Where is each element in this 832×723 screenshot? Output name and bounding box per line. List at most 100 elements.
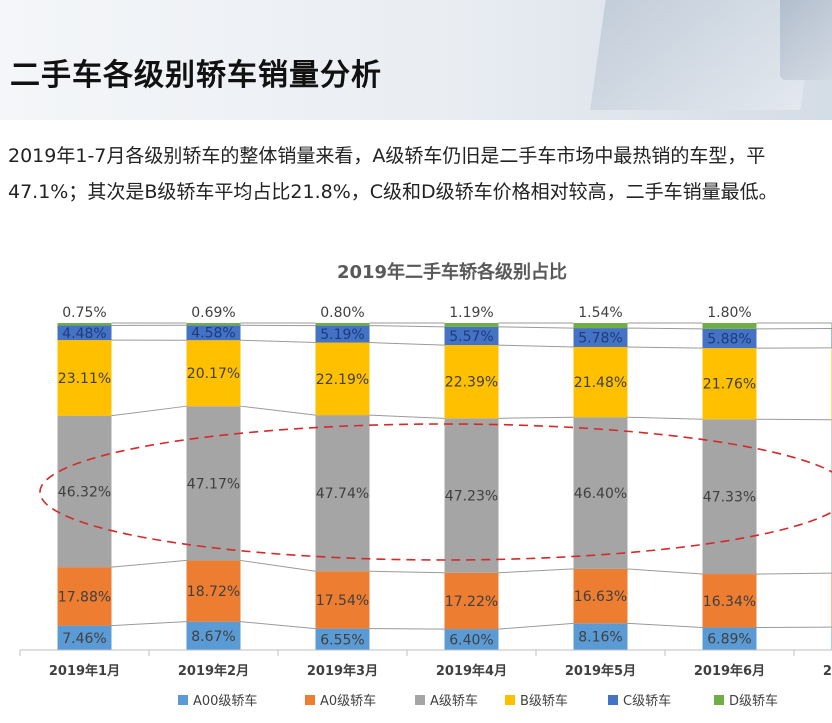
data-label: 20.17%	[187, 366, 240, 382]
data-label: 5.19%	[320, 327, 364, 343]
data-label: 22.39%	[445, 375, 498, 391]
data-label: 47.23%	[445, 489, 498, 505]
series-connector-line	[111, 405, 187, 417]
data-label: 8.67%	[191, 629, 235, 645]
series-connector-line	[111, 559, 187, 568]
data-label: 46.32%	[58, 484, 111, 500]
data-label: 4.48%	[62, 326, 106, 342]
bar-segment	[573, 568, 628, 624]
stacked-bar-chart: 2019年二手车轿各级别占比 7.46% 17.88% 46.32% 23.11% 4.4…	[19, 261, 832, 709]
data-label: 1.54%	[578, 305, 622, 321]
series-connector-line	[240, 621, 316, 630]
bar-segment	[315, 628, 370, 650]
bar-segment	[444, 345, 499, 419]
data-label: 17.22%	[445, 594, 498, 610]
bar-segment	[57, 567, 112, 626]
data-label: 0.75%	[62, 305, 106, 321]
data-label: 6.89%	[707, 632, 751, 648]
legend-swatch	[714, 695, 724, 705]
banner-decoration-2	[780, 0, 832, 80]
bar-segment	[315, 415, 370, 572]
legend-label: A00级轿车	[193, 693, 257, 709]
series-connector-line	[756, 418, 832, 421]
legend-label: A0级轿车	[320, 693, 376, 709]
series-connector-line	[627, 568, 703, 575]
bar-segment	[702, 574, 757, 628]
legend-swatch	[608, 695, 618, 705]
data-label: 0.80%	[320, 305, 364, 321]
x-tick-label: 2019年5月	[565, 663, 636, 679]
legend-swatch	[505, 695, 515, 705]
bar-segment	[444, 572, 499, 630]
series-connector-line	[111, 621, 187, 627]
bar-segment	[444, 326, 499, 346]
series-connector-line	[369, 342, 445, 346]
bar-segment	[444, 323, 499, 327]
bar-segment	[702, 328, 757, 349]
legend-label: A级轿车	[430, 693, 478, 709]
series-connector-line	[240, 559, 316, 572]
series-connector-line	[498, 622, 574, 630]
bar-segment	[444, 418, 499, 573]
bar-segment	[57, 415, 112, 568]
x-tick-label: 2019年4月	[436, 663, 507, 679]
data-label: 4.58%	[191, 326, 235, 342]
bar-segment	[57, 340, 112, 416]
series-connector-line	[240, 405, 316, 416]
legend-label: B级轿车	[520, 693, 568, 709]
bar-segment	[186, 621, 241, 650]
x-tick-label: 2019年2月	[178, 663, 249, 679]
highlight-ellipse	[39, 423, 832, 561]
data-label: 6.40%	[449, 633, 493, 649]
intro-line-1: 2019年1-7月各级别轿车的整体销量来看，A级轿车仍旧是二手车市场中最热销的车…	[8, 145, 766, 167]
data-label: 18.72%	[187, 584, 240, 600]
x-tick-label: 2019年7月	[823, 663, 832, 679]
bar-segment	[444, 629, 499, 650]
data-label: 21.48%	[574, 375, 627, 391]
series-connector-line	[627, 327, 703, 330]
bar-segment	[57, 323, 112, 326]
data-label: 21.76%	[703, 377, 756, 393]
chart-title: 2019年二手车轿各级别占比	[337, 261, 567, 283]
series-connector-line	[369, 414, 445, 419]
data-label: 47.74%	[316, 486, 369, 502]
data-label: 1.19%	[449, 305, 493, 321]
series-connector-line	[627, 346, 703, 349]
bar-segment	[702, 627, 757, 650]
data-label: 17.88%	[58, 589, 111, 605]
data-label: 47.17%	[187, 476, 240, 492]
x-tick-label: 2019年3月	[307, 663, 378, 679]
bar-segment	[186, 323, 241, 326]
legend-label: D级轿车	[729, 693, 778, 709]
data-label: 16.34%	[703, 594, 756, 610]
data-label: 1.80%	[707, 305, 751, 321]
series-connector-line	[369, 325, 445, 328]
bar-segment	[186, 325, 241, 341]
legend-label: C级轿车	[623, 693, 671, 709]
intro-line-2: 47.1%；其次是B级轿车平均占比21.8%，C级和D级轿车价格相对较高，二手车…	[8, 181, 778, 203]
data-label: 47.33%	[703, 490, 756, 506]
bar-segment	[573, 323, 628, 329]
series-connector-line	[240, 339, 316, 344]
bar-segment	[186, 340, 241, 407]
intro-text: 2019年1-7月各级别轿车的整体销量来看，A级轿车仍旧是二手车市场中最热销的车…	[8, 138, 832, 210]
bar-segment	[186, 560, 241, 622]
bar-segment	[315, 342, 370, 416]
data-label: 23.11%	[58, 371, 111, 387]
page-title: 二手车各级别轿车销量分析	[10, 58, 382, 93]
series-connector-line	[498, 326, 574, 329]
data-label: 0.69%	[191, 305, 235, 321]
series-connector-line	[369, 570, 445, 574]
bar-segment	[57, 325, 112, 341]
data-label: 22.19%	[316, 372, 369, 388]
bar-segment	[573, 417, 628, 569]
bar-segment	[186, 406, 241, 561]
data-label: 6.55%	[320, 632, 364, 648]
bar-segment	[573, 346, 628, 418]
x-tick-label: 2019年1月	[49, 663, 120, 679]
data-label: 46.40%	[574, 486, 627, 502]
header-banner: 二手车各级别轿车销量分析	[0, 0, 832, 120]
data-label: 8.16%	[578, 630, 622, 646]
legend-swatch	[178, 695, 188, 705]
bar-segment	[573, 328, 628, 347]
